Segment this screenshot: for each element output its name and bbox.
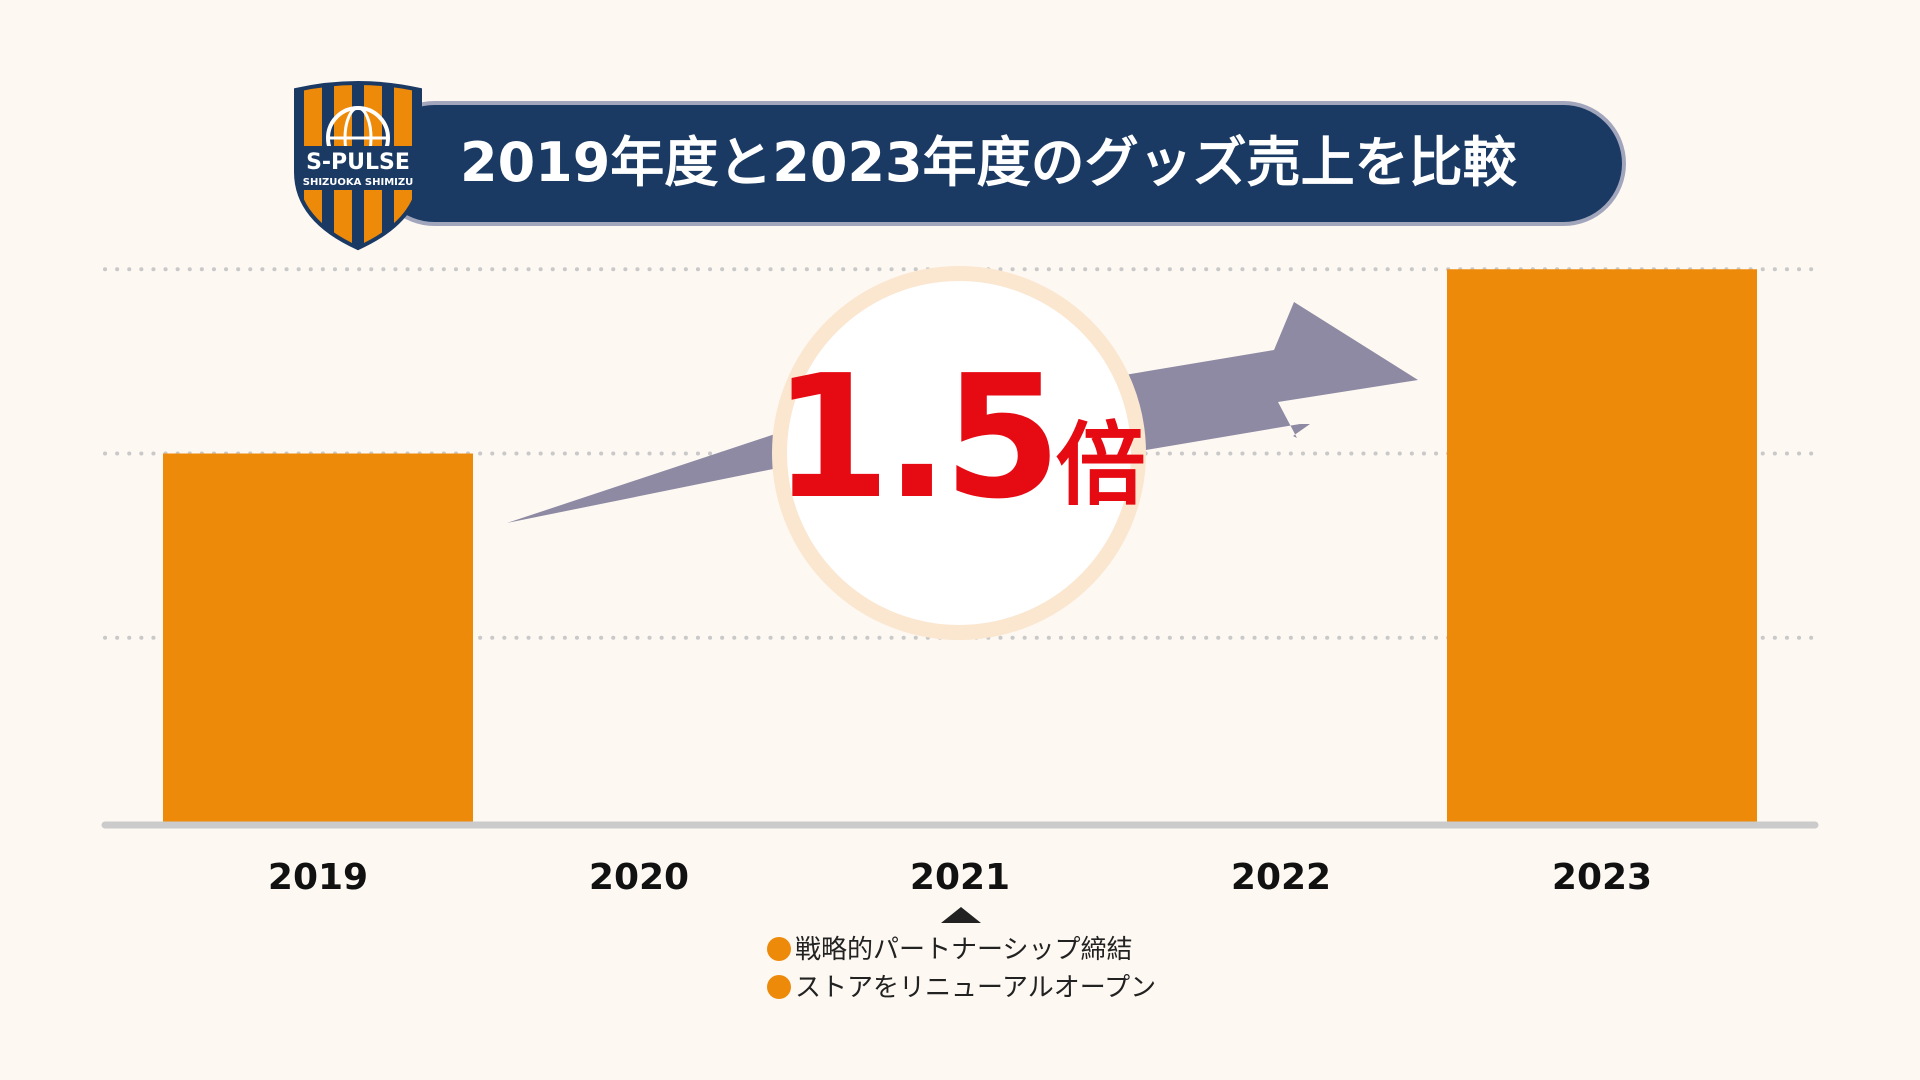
note-text: ストアをリニューアルオープン xyxy=(795,973,1157,1003)
bars xyxy=(163,269,1757,822)
x-tick-label: 2023 xyxy=(1551,857,1653,898)
x-tick-label: 2022 xyxy=(1230,857,1332,898)
x-tick-label: 2021 xyxy=(909,857,1011,898)
bar-2023 xyxy=(1447,269,1757,822)
growth-badge-unit: 倍 xyxy=(1055,413,1146,518)
note-text: 戦略的パートナーシップ締結 xyxy=(795,935,1133,965)
note-item: ストアをリニューアルオープン xyxy=(767,970,1156,1006)
year-marker-triangle xyxy=(941,907,981,923)
growth-badge-text: 1.5倍 xyxy=(772,348,1146,581)
x-tick-label: 2020 xyxy=(588,857,690,898)
title-banner xyxy=(372,101,1626,226)
bullet-dot xyxy=(767,975,791,999)
x-tick-label: 2019 xyxy=(267,857,369,898)
bar-2019 xyxy=(163,453,473,822)
page-title: 2019年度と2023年度のグッズ売上を比較 xyxy=(460,131,1517,194)
growth-badge-value: 1.5 xyxy=(772,339,1061,537)
note-item: 戦略的パートナーシップ締結 xyxy=(767,932,1132,968)
logo-text-top: S-PULSE xyxy=(306,150,410,175)
s-pulse-logo: S-PULSE SHIZUOKA SHIMIZU xyxy=(294,81,422,251)
bullet-dot xyxy=(767,937,791,961)
logo-text-bottom: SHIZUOKA SHIMIZU xyxy=(303,177,413,188)
